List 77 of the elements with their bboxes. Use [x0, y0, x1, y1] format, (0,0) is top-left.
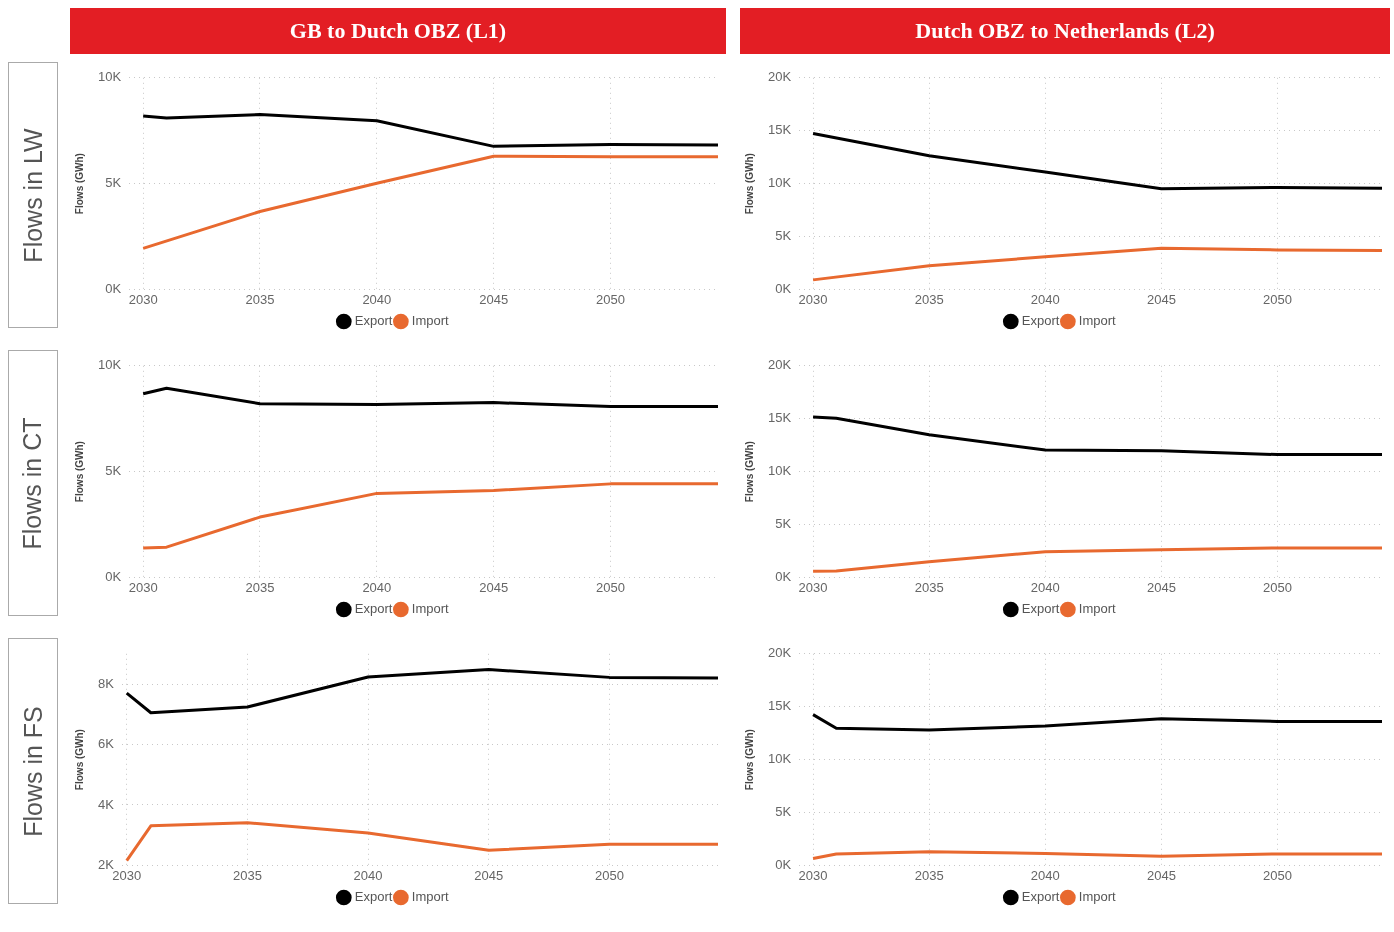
x-tick-label: 2050	[1263, 867, 1292, 883]
y-tick-label: 10K	[767, 751, 792, 767]
legend-label: Export	[354, 313, 393, 329]
chart-title: Dutch OBZ to Netherlands (L2)	[740, 8, 1390, 54]
y-tick-label: 0K	[105, 280, 122, 296]
y-axis-title: Flows (GWh)	[73, 441, 85, 503]
y-tick-label: 5K	[775, 228, 792, 244]
y-axis-title: Flows (GWh)	[73, 729, 85, 791]
legend-label: Import	[1078, 889, 1117, 905]
legend-label: Import	[411, 601, 450, 617]
x-tick-label: 2050	[596, 291, 625, 307]
y-tick-label: 20K	[767, 357, 792, 373]
y-tick-label: 15K	[767, 698, 792, 714]
text: Flows in FS	[18, 705, 48, 837]
x-tick-label: 2045	[479, 291, 509, 307]
legend-label: Export	[1021, 313, 1060, 329]
x-tick-label: 2050	[1263, 291, 1292, 307]
legend-label: Export	[1021, 889, 1060, 905]
y-tick-label: 0K	[105, 568, 122, 584]
y-tick-label: 20K	[767, 645, 792, 661]
y-tick-label: 10K	[97, 69, 122, 85]
x-tick-label: 2030	[128, 291, 158, 307]
y-axis-title: Flows (GWh)	[73, 153, 85, 215]
x-tick-label: 2045	[479, 579, 509, 595]
y-tick-label: 15K	[767, 122, 792, 138]
y-tick-label: 0K	[775, 280, 792, 296]
x-tick-label: 2050	[594, 867, 624, 883]
x-tick-label: 2035	[245, 291, 275, 307]
x-tick-label: 2030	[128, 579, 158, 595]
x-tick-label: 2030	[798, 867, 828, 883]
y-tick-label: 2K	[97, 856, 115, 872]
y-tick-label: 6K	[97, 736, 115, 752]
y-tick-label: 15K	[767, 410, 792, 426]
x-tick-label: 2035	[914, 291, 944, 307]
x-tick-label: 2040	[1030, 867, 1060, 883]
legend-label: Import	[1078, 313, 1117, 329]
legend-label: Export	[1021, 601, 1060, 617]
x-tick-label: 2040	[1030, 579, 1060, 595]
y-axis-title: Flows (GWh)	[743, 729, 755, 791]
y-tick-label: 5K	[105, 175, 122, 191]
x-tick-label: 2035	[245, 579, 275, 595]
legend-label: Import	[411, 313, 450, 329]
legend-label: Import	[411, 889, 450, 905]
x-tick-label: 2045	[1146, 291, 1176, 307]
y-tick-label: 5K	[775, 516, 792, 532]
y-tick-label: 10K	[767, 463, 792, 479]
text: Flows in LW	[18, 127, 48, 263]
x-tick-label: 2045	[1146, 867, 1176, 883]
x-tick-label: 2040	[353, 867, 383, 883]
y-tick-label: 20K	[767, 69, 792, 85]
x-tick-label: 2035	[914, 579, 944, 595]
y-axis-title: Flows (GWh)	[743, 153, 755, 215]
x-tick-label: 2040	[362, 579, 392, 595]
x-tick-label: 2045	[1146, 579, 1176, 595]
y-tick-label: 4K	[97, 796, 115, 812]
y-axis-title: Flows (GWh)	[743, 441, 755, 503]
x-tick-label: 2030	[798, 579, 828, 595]
y-tick-label: 10K	[97, 357, 122, 373]
x-tick-label: 2035	[914, 867, 944, 883]
y-tick-label: 0K	[775, 856, 792, 872]
legend-label: Import	[1078, 601, 1117, 617]
x-tick-label: 2045	[474, 867, 504, 883]
y-tick-label: 0K	[775, 568, 792, 584]
x-tick-label: 2035	[232, 867, 262, 883]
y-tick-label: 8K	[97, 675, 115, 691]
legend-label: Export	[354, 889, 393, 905]
legend-label: Export	[354, 601, 393, 617]
y-tick-label: 5K	[105, 463, 122, 479]
x-tick-label: 2030	[798, 291, 828, 307]
text: Flows in CT	[18, 417, 48, 549]
x-tick-label: 2050	[596, 579, 625, 595]
x-tick-label: 2040	[362, 291, 392, 307]
chart-title: GB to Dutch OBZ (L1)	[70, 8, 726, 54]
x-tick-label: 2040	[1030, 291, 1060, 307]
y-tick-label: 5K	[775, 804, 792, 820]
y-tick-label: 10K	[767, 175, 792, 191]
x-tick-label: 2050	[1263, 579, 1292, 595]
